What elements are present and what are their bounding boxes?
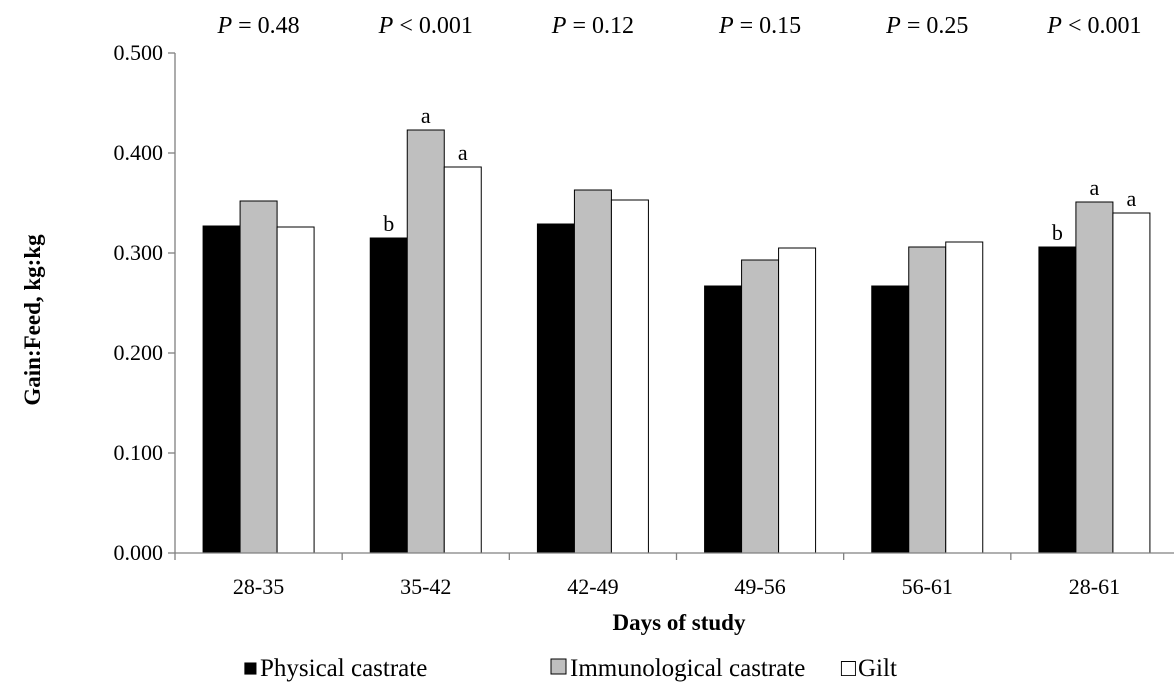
legend: ■ Physical castrate Immunological castrate…: [243, 655, 897, 682]
x-tick-label: 28-61: [1069, 574, 1120, 599]
significance-letter: a: [458, 140, 468, 165]
y-tick-label: 0.500: [114, 40, 164, 65]
p-value-text: = 0.12: [566, 13, 634, 39]
p-symbol: P: [216, 13, 232, 39]
x-tick-label: 35-42: [400, 574, 451, 599]
significance-letter: a: [421, 103, 431, 128]
p-value-text: < 0.001: [393, 13, 473, 39]
significance-letter: a: [1127, 186, 1137, 211]
bar: [239, 200, 278, 554]
p-value-label: P < 0.001: [378, 13, 473, 39]
bar: [778, 247, 817, 554]
p-value-text: = 0.15: [734, 13, 802, 39]
legend-marker-box: [550, 658, 567, 675]
p-value-label: P = 0.48: [216, 13, 299, 39]
legend-label: Immunological castrate: [570, 655, 805, 682]
bar: [945, 241, 984, 554]
significance-letter: b: [383, 211, 394, 236]
bar: [276, 226, 315, 554]
x-tick-label: 56-61: [902, 574, 953, 599]
significance-letter: a: [1090, 175, 1100, 200]
y-tick-label: 0.100: [114, 440, 164, 465]
p-symbol: P: [718, 13, 734, 39]
bar: [871, 285, 910, 554]
x-tick-label: 28-35: [233, 574, 284, 599]
bar: [704, 285, 743, 554]
bar: [369, 237, 408, 554]
legend-label: Physical castrate: [260, 655, 427, 682]
bar: [202, 225, 241, 554]
y-axis-title: Gain:Feed, kg:kg: [20, 234, 45, 406]
legend-marker: □: [841, 655, 857, 682]
y-axis: 0.000 0.100 0.200 0.300 0.400 0.500: [114, 40, 176, 565]
x-tick-label: 49-56: [734, 574, 785, 599]
x-axis: 28-35 35-42 42-49 49-56 56-61 28-61: [174, 552, 1174, 599]
y-tick-label: 0.200: [114, 340, 164, 365]
x-axis-title: Days of study: [613, 610, 746, 635]
p-symbol: P: [885, 13, 901, 39]
p-value-label: P = 0.25: [885, 13, 968, 39]
bar-group: b a a b a a: [202, 103, 1151, 554]
significance-letter: b: [1052, 220, 1063, 245]
bar: [908, 246, 947, 554]
p-value-text: = 0.25: [901, 13, 969, 39]
y-tick-label: 0.400: [114, 140, 164, 165]
y-tick-label: 0.000: [114, 540, 164, 565]
p-value-label: P = 0.12: [551, 13, 634, 39]
bar: [1038, 246, 1077, 554]
p-symbol: P: [1046, 13, 1062, 39]
bar: [1075, 201, 1114, 554]
bar: [741, 259, 780, 554]
bar: [536, 223, 575, 554]
p-symbol: P: [378, 13, 394, 39]
p-value-label: P < 0.001: [1046, 13, 1141, 39]
p-value-row: P = 0.48 P < 0.001 P = 0.12 P = 0.15 P = 0.2…: [216, 13, 1141, 39]
bar: [406, 129, 445, 554]
p-symbol: P: [551, 13, 567, 39]
bar: [610, 199, 649, 554]
p-value-text: < 0.001: [1062, 13, 1142, 39]
x-tick-label: 42-49: [567, 574, 618, 599]
legend-marker: ■: [243, 655, 258, 682]
p-value-text: = 0.48: [232, 13, 300, 39]
y-tick-label: 0.300: [114, 240, 164, 265]
bar: [573, 189, 612, 554]
p-value-label: P = 0.15: [718, 13, 801, 39]
legend-label: Gilt: [858, 655, 897, 682]
bar: [1112, 212, 1151, 554]
bar: [443, 166, 482, 554]
